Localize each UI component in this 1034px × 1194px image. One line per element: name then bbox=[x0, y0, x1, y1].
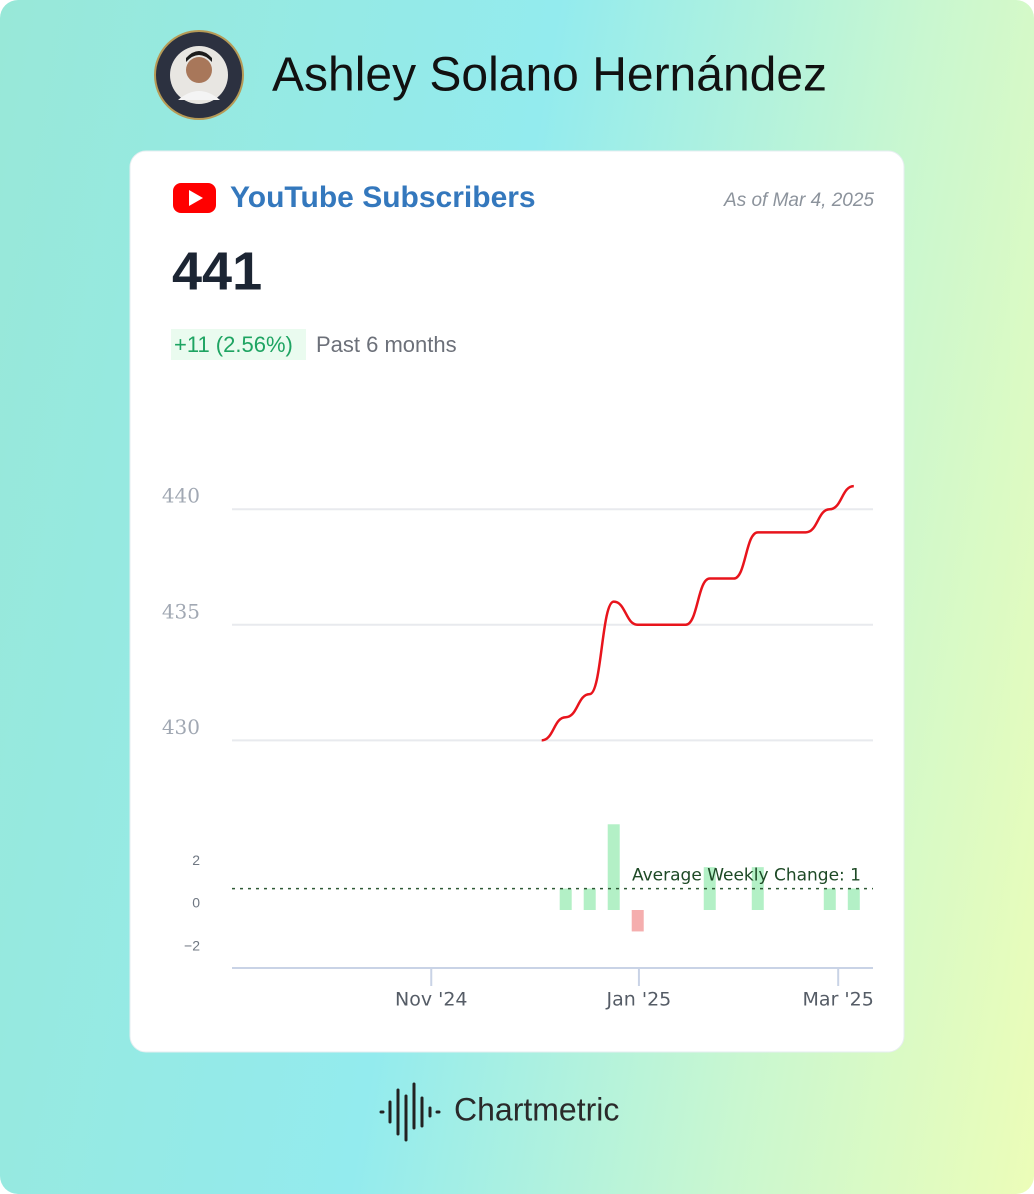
y-tick-label: 2 bbox=[192, 852, 200, 868]
change-period: Past 6 months bbox=[316, 332, 457, 357]
change-bar bbox=[823, 888, 836, 910]
card bbox=[129, 150, 905, 1053]
change-value: +11 (2.56%) bbox=[174, 332, 293, 357]
brand-name: Chartmetric bbox=[454, 1091, 619, 1127]
artist-name: Ashley Solano Hernández bbox=[272, 49, 827, 102]
change-badge bbox=[171, 329, 306, 360]
change-bar bbox=[751, 867, 764, 910]
card-title: YouTube Subscribers bbox=[230, 181, 536, 214]
x-tick-label: Mar '25 bbox=[803, 989, 874, 1011]
change-bar bbox=[583, 888, 596, 910]
x-tick-label: Jan '25 bbox=[606, 989, 672, 1011]
total-subscribers: 441 bbox=[172, 241, 262, 301]
change-bar bbox=[847, 888, 860, 910]
change-bar bbox=[631, 910, 644, 932]
change-bar bbox=[607, 824, 620, 910]
y-tick-label: 440 bbox=[162, 484, 200, 508]
y-tick-label: −2 bbox=[184, 938, 200, 954]
chartmetric-logo bbox=[379, 1082, 441, 1142]
subscriber-line bbox=[541, 484, 855, 742]
youtube-icon bbox=[173, 183, 216, 213]
as-of-date: As of Mar 4, 2025 bbox=[723, 190, 874, 211]
change-bar bbox=[559, 888, 572, 910]
y-tick-label: 0 bbox=[192, 895, 200, 911]
y-tick-label: 435 bbox=[162, 599, 200, 623]
average-label: Average Weekly Change: 1 bbox=[632, 866, 861, 886]
x-tick-label: Nov '24 bbox=[395, 989, 468, 1011]
change-bar bbox=[703, 867, 716, 910]
y-tick-label: 430 bbox=[162, 715, 200, 739]
avatar bbox=[154, 30, 244, 120]
